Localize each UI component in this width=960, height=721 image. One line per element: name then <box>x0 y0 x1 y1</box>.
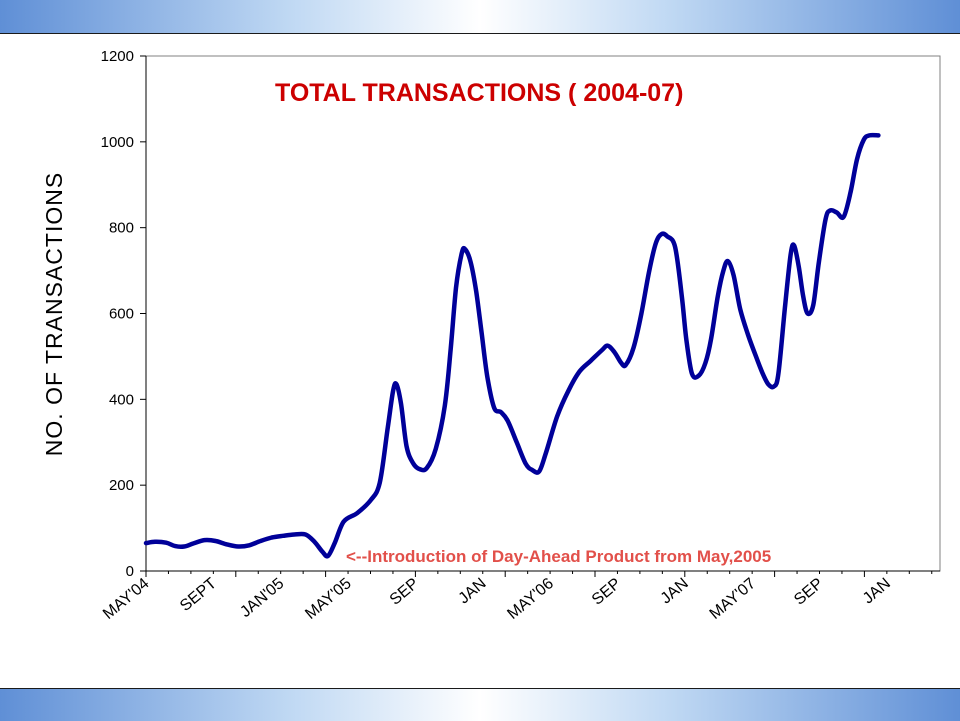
series-group <box>143 132 881 559</box>
y-tick-label: 1000 <box>101 134 134 151</box>
x-tick-label: SEP <box>589 575 624 609</box>
x-tick-label: MAY'06 <box>504 575 557 623</box>
bottom-footer-band <box>0 688 960 721</box>
x-tick-label: MAY'04 <box>100 575 153 623</box>
y-axis-label: NO. OF TRANSACTIONS <box>41 172 67 456</box>
annotation-day-ahead: <--Introduction of Day-Ahead Product fro… <box>346 547 771 566</box>
x-tick-label: MAY'07 <box>707 575 760 623</box>
y-tick-label: 800 <box>109 220 134 237</box>
y-tick-label: 400 <box>109 391 134 408</box>
x-tick-label: JAN'05 <box>237 575 287 621</box>
x-tick-label: MAY'05 <box>302 575 355 623</box>
x-tick-label: SEPT <box>177 575 220 615</box>
x-tick-label: SEP <box>791 575 826 609</box>
series-line <box>143 132 881 559</box>
y-axis-ticks: 0 200 400 600 800 1000 1200 <box>101 48 146 580</box>
x-axis-ticks: MAY'04 SEPT JAN'05 MAY'05 SEP JAN MAY'06 SEP JAN… <box>100 571 933 623</box>
x-tick-label: JAN <box>455 575 489 607</box>
x-tick-label: JAN <box>658 575 692 607</box>
x-tick-label: SEP <box>387 575 422 609</box>
top-header-band <box>0 0 960 34</box>
y-tick-label: 600 <box>109 306 134 323</box>
plot-area <box>145 55 941 572</box>
x-tick-label: JAN <box>860 575 894 607</box>
y-tick-label: 0 <box>126 563 134 580</box>
y-tick-label: 1200 <box>101 48 134 65</box>
y-tick-label: 200 <box>109 477 134 494</box>
chart-title: TOTAL TRANSACTIONS ( 2004-07) <box>275 79 683 107</box>
